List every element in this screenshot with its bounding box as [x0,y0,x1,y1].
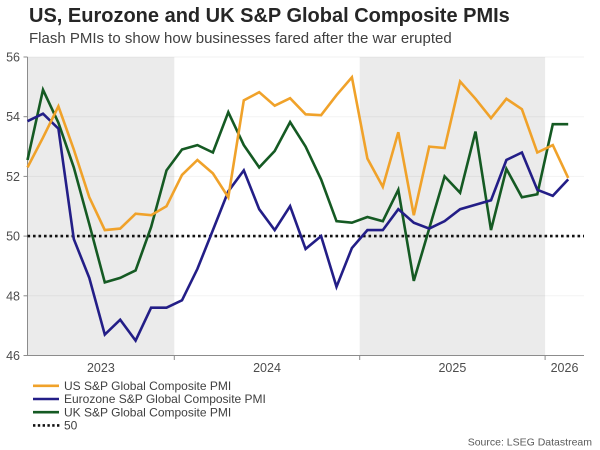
svg-text:UK S&P Global Composite PMI: UK S&P Global Composite PMI [64,405,231,419]
svg-text:2026: 2026 [551,361,579,375]
svg-text:Eurozone S&P Global Composite: Eurozone S&P Global Composite PMI [64,392,266,406]
svg-text:46: 46 [6,349,20,363]
svg-text:56: 56 [6,51,20,65]
svg-text:2023: 2023 [87,361,115,375]
svg-text:2025: 2025 [438,361,466,375]
svg-text:54: 54 [6,110,20,124]
svg-text:50: 50 [64,419,78,433]
svg-text:2024: 2024 [253,361,281,375]
svg-text:52: 52 [6,170,20,184]
svg-text:Source: LSEG Datastream: Source: LSEG Datastream [468,437,593,449]
svg-text:48: 48 [6,289,20,303]
svg-text:50: 50 [6,230,20,244]
svg-text:US S&P Global Composite PMI: US S&P Global Composite PMI [64,379,231,393]
